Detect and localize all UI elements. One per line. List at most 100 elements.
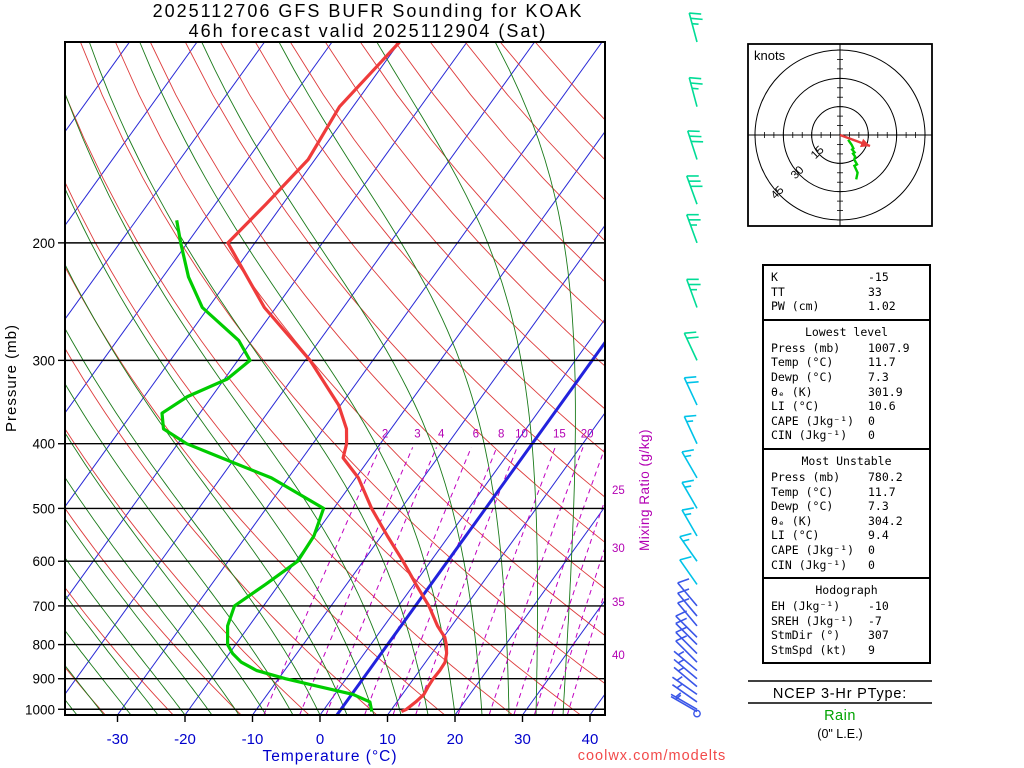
stats-row-value: 304.2 (868, 513, 903, 528)
hodograph-units-label: knots (754, 48, 786, 63)
pressure-tick-label: 600 (32, 554, 55, 569)
mixing-ratio-axis-label: Mixing Ratio (g/kg) (637, 429, 652, 551)
stats-row-value: 301.9 (868, 384, 903, 399)
pressure-tick-label: 300 (32, 353, 55, 368)
ptype-title: NCEP 3-Hr PType: (773, 686, 907, 702)
stats-row-value: 9.4 (868, 528, 889, 543)
stats-row: CIN (Jkg⁻¹) 0 (764, 428, 929, 443)
wind-barb (677, 578, 698, 607)
wind-barb (683, 376, 699, 406)
stats-row-label: CAPE (Jkg⁻¹) (771, 413, 855, 428)
stats-row: K -15 (764, 270, 929, 285)
stats-row-value: 11.7 (868, 484, 896, 499)
axes-layer: 200 300 400 500 600 700 800 900 1000 -30 -20 -10 0 10… (25, 236, 625, 748)
hodograph-ring (754, 49, 926, 221)
stats-row: PW (cm) 1.02 (764, 299, 929, 314)
stats-row-value: -10 (868, 599, 889, 614)
stats-row-value: 7.3 (868, 369, 889, 384)
temperature-tick-label: 40 (582, 731, 599, 748)
stats-row-value: 307 (868, 628, 889, 643)
wind-barb (681, 507, 698, 537)
stats-row-label: K (771, 270, 778, 284)
watermark: coolwx.com/modelts (578, 748, 727, 764)
stats-row-label: LI (°C) (771, 528, 820, 543)
stats-row: CAPE (Jkg⁻¹) 0 (764, 543, 929, 558)
stats-row: Temp (°C) 11.7 (764, 355, 929, 370)
pressure-tick-label: 700 (32, 599, 55, 614)
plot-border (64, 41, 606, 716)
stats-row-label: CIN (Jkg⁻¹) (771, 557, 848, 572)
stats-row: CIN (Jkg⁻¹) 0 (764, 558, 929, 573)
stats-row: Dewp (°C) 7.3 (764, 370, 929, 385)
storm-motion-arrowhead (860, 138, 870, 148)
skewt-plot-area (65, 42, 605, 715)
pressure-gridlines (65, 242, 605, 710)
stats-row-label: Dewp (°C) (771, 499, 834, 514)
wind-barb (671, 675, 698, 696)
stats-row-label: Temp (°C) (771, 484, 834, 499)
hodograph-ring (782, 77, 898, 193)
wind-barb (685, 213, 701, 244)
pressure-tick-label: 900 (32, 672, 55, 687)
stats-row: Press (mb) 780.2 (764, 470, 929, 485)
stats-row-value: 1007.9 (868, 340, 910, 355)
wind-barb-column (670, 12, 704, 718)
mixing-ratio-label: 10 (515, 428, 528, 440)
mixing-ratio-label: 3 (414, 428, 420, 440)
stats-row: Dewp (°C) 7.3 (764, 499, 929, 514)
dry-adiabats (65, 42, 605, 715)
stats-section-header: Lowest level (804, 324, 889, 339)
stats-row-label: PW (cm) (771, 299, 820, 314)
wind-barb (670, 692, 698, 710)
mixing-ratio-edge-label: 35 (612, 597, 625, 609)
stats-section: K -15 TT 33 PW (cm) 1.02 (764, 266, 929, 319)
mixing-ratio-edge-label: 25 (612, 485, 625, 497)
hodograph-ring (811, 106, 869, 164)
stats-row-label: θₑ (K) (771, 384, 813, 399)
mixing-ratio-label: 4 (438, 428, 445, 440)
stats-row-label: Dewp (°C) (771, 369, 834, 384)
wind-barb (679, 555, 698, 585)
stats-row-value: 780.2 (868, 469, 903, 484)
mixing-ratio-edge-label: 40 (612, 650, 625, 662)
stats-row: TT 33 (764, 285, 929, 300)
mixing-ratio-label: 15 (553, 428, 566, 440)
stats-row: LI (°C) 10.6 (764, 399, 929, 414)
stats-row-label: CIN (Jkg⁻¹) (771, 428, 848, 443)
stats-row: CAPE (Jkg⁻¹) 0 (764, 414, 929, 429)
stats-row-label: Press (mb) (771, 340, 841, 355)
stats-row: θₑ (K) 304.2 (764, 514, 929, 529)
wind-barb (683, 331, 699, 361)
pressure-tick-label: 1000 (25, 702, 55, 717)
stats-row-value: 11.7 (868, 355, 896, 370)
moist-adiabats (65, 42, 576, 715)
stats-row-value: 7.3 (868, 499, 889, 514)
pressure-tick-label: 800 (32, 638, 55, 653)
stats-row-value: 0 (868, 428, 875, 443)
dewpoint-profile-line (160, 220, 374, 712)
ptype-value: Rain (824, 708, 856, 724)
stats-row: LI (°C) 9.4 (764, 528, 929, 543)
wind-barb (685, 278, 701, 308)
stats-row: StmSpd (kt) 9 (764, 643, 929, 658)
title-line2: 46h forecast valid 2025112904 (Sat) (189, 21, 548, 41)
temperature-tick-label: 20 (447, 731, 464, 748)
stats-row: Temp (°C) 11.7 (764, 485, 929, 500)
pressure-tick-label: 400 (32, 437, 55, 452)
wind-barb (686, 130, 704, 160)
wind-barb (681, 449, 698, 479)
hodograph-trace (847, 139, 859, 180)
stats-row-label: LI (°C) (771, 399, 820, 414)
stats-section-header: Hodograph (815, 583, 878, 598)
stats-row-label: EH (Jkg⁻¹) (771, 599, 841, 614)
stats-row-label: Press (mb) (771, 469, 841, 484)
station-circle (693, 709, 701, 718)
stats-row: θₑ (K) 301.9 (764, 385, 929, 400)
ptype-extra: (0" L.E.) (817, 727, 862, 741)
stats-row-label: CAPE (Jkg⁻¹) (771, 542, 855, 557)
stats-row-value: 10.6 (868, 399, 896, 414)
stats-row-label: StmDir (°) (771, 628, 841, 643)
wind-barb (673, 658, 698, 680)
